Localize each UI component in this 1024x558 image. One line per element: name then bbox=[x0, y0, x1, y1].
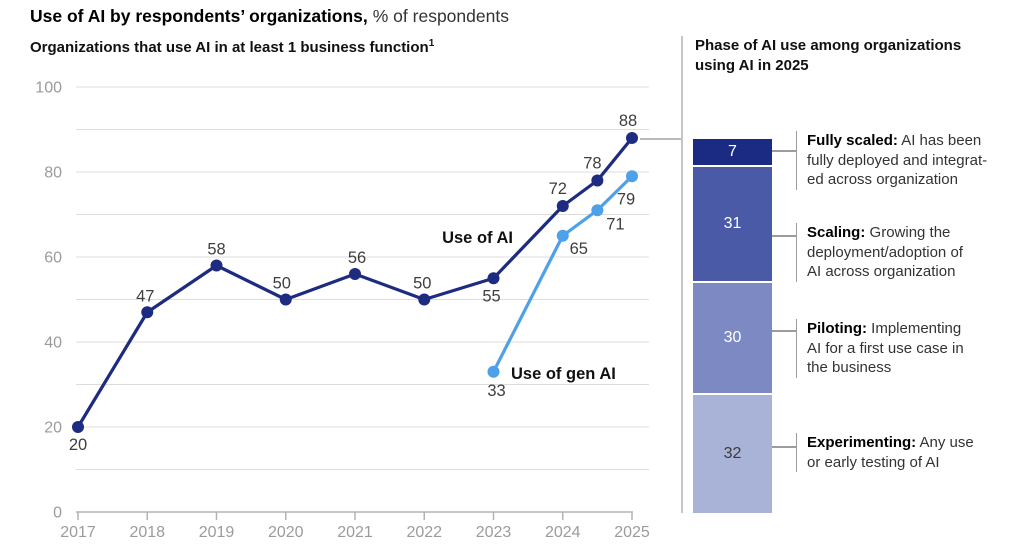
x-tick-label: 2024 bbox=[545, 524, 581, 541]
data-point bbox=[487, 365, 500, 378]
phase-term: Piloting: bbox=[807, 320, 867, 337]
line-chart: 0 20 40 60 80 100 2017 2018 2019 2020 2021 2022 2023… bbox=[35, 80, 683, 541]
data-point bbox=[418, 293, 431, 306]
phase-term: Fully scaled: bbox=[807, 132, 898, 149]
x-tick-label: 2019 bbox=[199, 524, 235, 541]
data-point-label: 79 bbox=[617, 190, 635, 208]
phase-term: Scaling: bbox=[807, 224, 866, 241]
phase-description: Implementing AI for a first use case in … bbox=[807, 320, 964, 376]
data-point bbox=[626, 132, 638, 144]
left-chart-subtitle-text: Organizations that use AI in at least 1 … bbox=[30, 39, 429, 56]
phase-description: Any use or early testing of AI bbox=[807, 434, 974, 471]
phase-term: Experimenting: bbox=[807, 434, 917, 451]
series-label: Use of AI bbox=[442, 229, 513, 247]
bar-segment-value: 7 bbox=[728, 143, 737, 161]
data-point bbox=[487, 272, 500, 285]
data-point-label: 47 bbox=[136, 287, 154, 305]
data-point bbox=[626, 170, 638, 183]
bar-segment-value: 32 bbox=[723, 445, 742, 463]
data-point bbox=[556, 200, 569, 212]
y-tick-label: 40 bbox=[44, 335, 62, 352]
series-line-use-of-gen-ai bbox=[491, 174, 634, 374]
y-tick-label: 60 bbox=[44, 250, 62, 267]
data-point-label: 55 bbox=[482, 287, 500, 305]
x-tick-label: 2018 bbox=[129, 524, 165, 541]
data-point-label: 33 bbox=[487, 382, 505, 400]
phase-label-piloting: Piloting: Implementing AI for a first us… bbox=[796, 319, 1024, 378]
right-panel-title: Phase of AI use among organizations usin… bbox=[695, 37, 962, 74]
bar-segment-experimenting: 32 bbox=[693, 393, 772, 513]
footnote-marker: 1 bbox=[428, 38, 435, 49]
bar-segment-value: 31 bbox=[723, 215, 742, 233]
data-point-label: 20 bbox=[69, 436, 87, 454]
bar-segment-piloting: 30 bbox=[693, 281, 772, 394]
data-point-label: 58 bbox=[207, 241, 225, 259]
stacked-bar: 7 31 30 32 bbox=[693, 139, 772, 513]
data-point bbox=[141, 306, 154, 319]
data-point-label: 71 bbox=[606, 215, 624, 233]
data-point bbox=[72, 421, 84, 433]
page-title-bold: Use of AI by respondents’ organizations, bbox=[30, 6, 368, 26]
x-tick-label: 2023 bbox=[476, 524, 512, 541]
panel-divider bbox=[681, 36, 683, 513]
page-title: Use of AI by respondents’ organizations,… bbox=[30, 6, 509, 27]
bar-segment-fully-scaled: 7 bbox=[693, 139, 772, 166]
data-point bbox=[349, 268, 361, 280]
phase-description: AI has been fully deployed and integrat-… bbox=[807, 132, 988, 188]
y-tick-label: 20 bbox=[44, 420, 62, 437]
data-point-label: 78 bbox=[583, 155, 601, 173]
data-point-label: 56 bbox=[348, 249, 366, 267]
data-point bbox=[279, 293, 292, 306]
bar-segment-value: 30 bbox=[723, 329, 742, 347]
data-point bbox=[210, 259, 223, 272]
phase-connector-line bbox=[772, 235, 796, 237]
x-tick-label: 2020 bbox=[268, 524, 304, 541]
x-tick-label: 2021 bbox=[337, 524, 373, 541]
y-tick-label: 80 bbox=[44, 165, 62, 182]
left-chart-subtitle: Organizations that use AI in at least 1 … bbox=[30, 38, 434, 56]
data-point-label: 72 bbox=[549, 180, 567, 198]
phase-label-scaling: Scaling: Growing the deployment/adoption… bbox=[796, 223, 1024, 282]
phase-connector-line bbox=[772, 150, 796, 152]
series-line-use-of-ai bbox=[76, 136, 634, 429]
phase-description: Growing the deployment/adoption of AI ac… bbox=[807, 224, 963, 280]
phase-label-fully-scaled: Fully scaled: AI has been fully deployed… bbox=[796, 131, 1024, 190]
phase-label-experimenting: Experimenting: Any use or early testing … bbox=[796, 433, 1024, 472]
data-point bbox=[591, 204, 604, 217]
bar-segment-scaling: 31 bbox=[693, 165, 772, 282]
phase-connector-line bbox=[772, 330, 796, 332]
series-label: Use of gen AI bbox=[511, 365, 616, 383]
phase-connector-line bbox=[772, 446, 796, 448]
data-point-label: 65 bbox=[570, 240, 588, 258]
x-tick-label: 2025 bbox=[614, 524, 650, 541]
data-point bbox=[591, 174, 604, 187]
data-point-label: 88 bbox=[619, 112, 637, 130]
data-point bbox=[556, 229, 569, 242]
y-tick-label: 0 bbox=[53, 505, 62, 522]
data-point-label: 50 bbox=[413, 275, 431, 293]
x-tick-label: 2022 bbox=[406, 524, 442, 541]
y-tick-label: 100 bbox=[35, 80, 62, 97]
data-point-label: 50 bbox=[273, 275, 291, 293]
page-title-regular: % of respondents bbox=[372, 6, 509, 26]
x-tick-label: 2017 bbox=[60, 524, 96, 541]
